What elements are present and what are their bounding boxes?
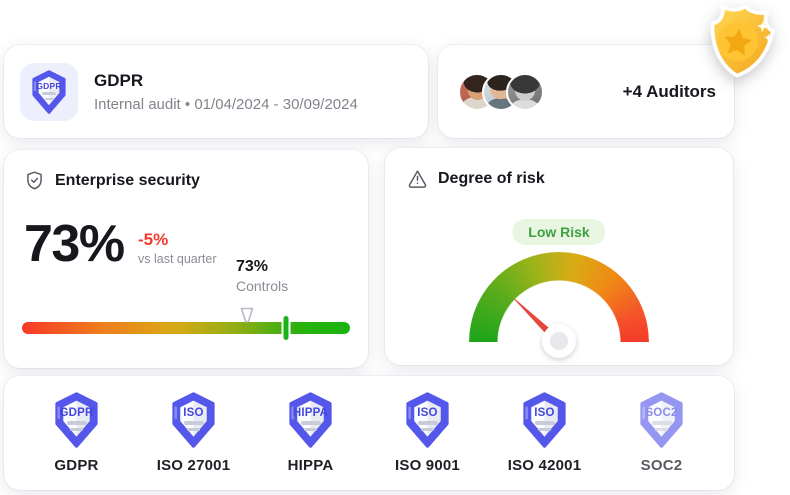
controls-value: 73%	[236, 258, 269, 275]
controls-stat: 73% Controls	[236, 258, 288, 294]
degree-of-risk-card: Degree of risk Low Risk	[385, 148, 733, 365]
shield-decor-lines	[29, 92, 69, 101]
degree-of-risk-title: Degree of risk	[438, 169, 545, 187]
gdpr-shield-icon-graphic: GDPR	[29, 69, 69, 114]
audit-header-text: GDPR Internal audit • 01/04/2024 - 30/09…	[94, 71, 358, 113]
cert-label: ISO 42001	[507, 457, 582, 474]
enterprise-security-header: Enterprise security	[24, 170, 200, 191]
warning-triangle-icon	[408, 170, 427, 188]
shield-decor-lines	[51, 421, 102, 432]
audit-header-card: GDPR GDPR Internal audit • 01/04/2024 - …	[4, 45, 428, 138]
security-progress	[22, 307, 350, 340]
audit-title: GDPR	[94, 70, 144, 90]
security-delta-value: -5%	[138, 230, 169, 249]
cert-shield-text: ISO	[417, 406, 438, 419]
controls-caption: Controls	[236, 278, 289, 294]
cert-item-hippa[interactable]: HIPPA HIPPA	[259, 392, 363, 474]
cert-item-iso-42001[interactable]: ISO ISO 42001	[493, 392, 597, 474]
subtitle-separator: •	[184, 95, 191, 113]
enterprise-security-card: Enterprise security 73% -5% vs last quar…	[4, 150, 368, 368]
cert-label: GDPR	[54, 457, 99, 474]
cert-shield-text: HIPPA	[292, 406, 329, 419]
cert-shield-text: SOC2	[645, 406, 678, 419]
progress-target-tick[interactable]	[283, 316, 289, 340]
cert-shield-icon: ISO	[519, 392, 570, 448]
shield-decor-lines	[519, 421, 570, 432]
cert-shield-icon: ISO	[168, 392, 219, 448]
shield-decor-lines	[636, 421, 687, 432]
cert-shield-icon: ISO	[402, 392, 453, 448]
cert-item-iso-9001[interactable]: ISO ISO 9001	[376, 392, 480, 474]
cert-item-iso-27001[interactable]: ISO ISO 27001	[142, 392, 246, 474]
security-delta: -5% vs last quarter	[138, 230, 217, 266]
shield-decor-lines	[168, 421, 219, 432]
security-score: 73%	[24, 215, 125, 273]
enterprise-security-title: Enterprise security	[55, 171, 200, 189]
cert-label: ISO 27001	[156, 457, 231, 474]
audit-date-range: 01/04/2024 - 30/09/2024	[194, 95, 358, 113]
gold-achievement-badge-icon	[698, 0, 783, 85]
cert-shield-icon: HIPPA	[285, 392, 336, 448]
cert-shield-icon: SOC2	[636, 392, 687, 448]
shield-check-icon	[27, 171, 42, 190]
auditors-count-label: +4 Auditors	[622, 81, 716, 101]
security-delta-caption: vs last quarter	[138, 252, 217, 266]
auditors-card[interactable]: +4 Auditors	[438, 45, 734, 138]
auditor-avatar[interactable]	[506, 72, 544, 111]
audit-type: Internal audit	[94, 95, 181, 113]
security-progress-bar	[22, 322, 350, 334]
risk-status-badge: Low Risk	[512, 219, 606, 245]
degree-of-risk-header: Degree of risk	[407, 168, 545, 189]
shield-decor-lines	[285, 421, 336, 432]
shield-decor-lines	[402, 421, 453, 432]
cert-label: ISO 9001	[395, 457, 460, 474]
cert-shield-icon: GDPR	[51, 392, 102, 448]
cert-item-gdpr[interactable]: GDPR GDPR	[25, 392, 129, 474]
audit-subtitle: Internal audit • 01/04/2024 - 30/09/2024	[94, 96, 358, 113]
progress-marker-icon[interactable]	[239, 307, 254, 325]
auditor-avatar-stack[interactable]	[458, 72, 544, 111]
cert-shield-text: ISO	[183, 406, 204, 419]
cert-label: SOC2	[640, 457, 683, 474]
cert-shield-text: ISO	[534, 406, 555, 419]
cert-item-soc2[interactable]: SOC2 SOC2	[610, 392, 714, 474]
cert-shield-text: GDPR	[59, 406, 94, 419]
certifications-card: GDPR GDPR ISO ISO 27001	[4, 376, 734, 490]
cert-label: HIPPA	[287, 457, 334, 474]
risk-gauge-pivot	[542, 324, 576, 358]
gdpr-shield-icon: GDPR	[20, 62, 78, 121]
gdpr-shield-icon-text: GDPR	[36, 81, 62, 92]
